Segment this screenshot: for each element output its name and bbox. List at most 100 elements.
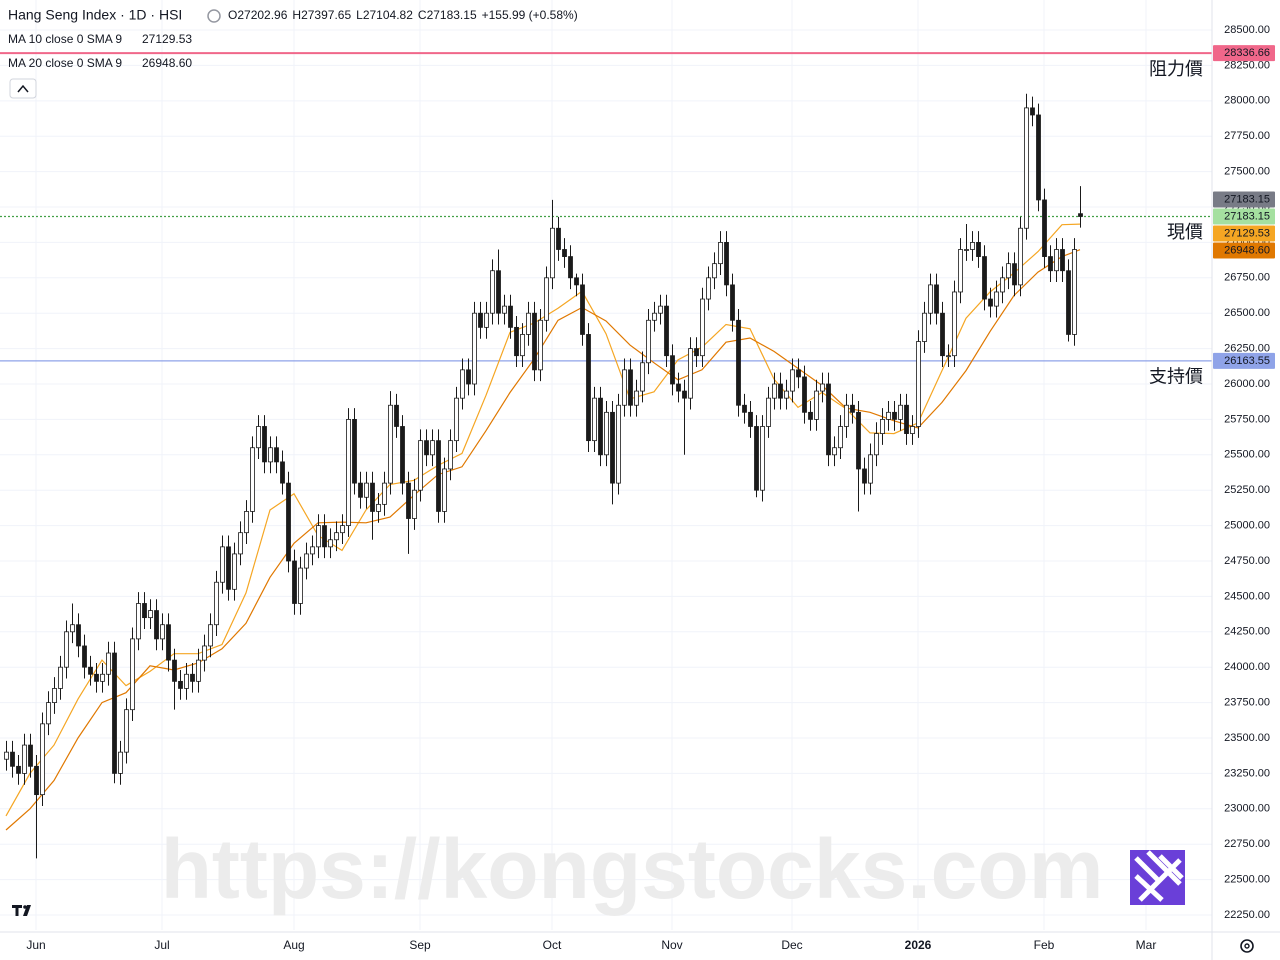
candle-body <box>940 312 945 357</box>
candle-body <box>826 383 831 456</box>
candle-body <box>1036 114 1041 201</box>
candle-body <box>1066 270 1071 335</box>
candle-body <box>196 659 201 682</box>
candle-body <box>46 702 51 725</box>
candle-body <box>340 525 345 534</box>
candle-body <box>808 411 813 420</box>
candle-body <box>1012 263 1017 286</box>
candle-body <box>958 249 963 293</box>
candle-body <box>358 482 363 498</box>
candle-body <box>100 673 105 682</box>
candle-body <box>250 447 255 512</box>
candle-body <box>724 242 729 286</box>
candle-body <box>910 426 915 434</box>
candle-body <box>286 482 291 562</box>
candle-body <box>466 369 471 385</box>
candle-body <box>22 744 27 774</box>
candle-body <box>952 291 957 357</box>
candle-body <box>298 567 303 604</box>
candle-body <box>1006 263 1011 279</box>
ohlc-prefix: L <box>356 8 363 22</box>
chart-title: Hang Seng Index · 1D · HSI <box>8 7 182 23</box>
change: +155.99 (+0.58%) <box>482 8 578 22</box>
candle-body <box>862 468 867 484</box>
y-tick-label: 22250.00 <box>1224 909 1270 921</box>
x-tick-label: Jun <box>26 938 45 952</box>
candle-body <box>868 454 873 484</box>
visibility-icon[interactable] <box>207 9 221 23</box>
candle-body <box>34 765 39 796</box>
candle-body <box>58 666 63 689</box>
ohlc-value: 27397.65 <box>301 8 351 22</box>
price-tag <box>1213 225 1275 242</box>
candle-body <box>1072 249 1077 335</box>
y-tick-label: 23500.00 <box>1224 732 1270 744</box>
logo <box>1130 850 1185 905</box>
y-tick-label: 24250.00 <box>1224 626 1270 638</box>
gear-ring <box>1240 939 1254 953</box>
candle-body <box>274 447 279 463</box>
candle-body <box>490 270 495 314</box>
x-tick-label: Feb <box>1034 938 1055 952</box>
candle-body <box>820 383 825 392</box>
price-tag <box>1213 191 1275 208</box>
candle-body <box>334 532 339 541</box>
ohlc-prefix: O <box>228 8 237 22</box>
legend-value: 27129.53 <box>142 32 192 46</box>
candle-body <box>172 659 177 682</box>
candle-body <box>82 645 87 668</box>
candle-body <box>844 404 849 427</box>
candle-body <box>304 553 309 569</box>
candle-body <box>670 355 675 385</box>
candle-body <box>64 631 69 668</box>
y-tick-label: 23000.00 <box>1224 803 1270 815</box>
y-tick-label: 26500.00 <box>1224 307 1270 319</box>
candle-body <box>202 645 207 661</box>
candle-body <box>874 433 879 456</box>
candle-body <box>1060 249 1065 272</box>
y-tick-label: 23250.00 <box>1224 767 1270 779</box>
candle-body <box>796 369 801 378</box>
y-tick-label: 25000.00 <box>1224 520 1270 532</box>
ohlc-readout: O27202.96 H27397.65 L27104.82 C27183.15 +155… <box>228 8 578 22</box>
candle-body <box>382 482 387 505</box>
collapse-button[interactable] <box>9 78 37 99</box>
candle-body <box>376 503 381 512</box>
level-label: 支持價 <box>1149 367 1203 387</box>
collapse-icon <box>17 84 29 93</box>
candle-body <box>610 411 615 484</box>
legend-name[interactable]: MA 10 close 0 SMA 9 <box>8 32 122 46</box>
candle-body <box>514 326 519 357</box>
y-tick-label: 28500.00 <box>1224 24 1270 36</box>
settings-icon[interactable] <box>1240 939 1254 953</box>
x-tick-label: Aug <box>283 938 304 952</box>
candle-body <box>184 673 189 689</box>
candle-body <box>352 419 357 484</box>
candle-body <box>688 348 693 399</box>
y-tick-label: 25250.00 <box>1224 484 1270 496</box>
candle-body <box>1024 107 1029 229</box>
legend-name[interactable]: MA 20 close 0 SMA 9 <box>8 56 122 70</box>
candle-body <box>118 751 123 774</box>
candle-body <box>322 525 327 548</box>
candle-body <box>742 404 747 413</box>
price-tag <box>1213 208 1275 225</box>
legend-value: 26948.60 <box>142 56 192 70</box>
price-tag <box>1213 242 1275 259</box>
candle-body <box>832 447 837 456</box>
candle-body <box>220 546 225 583</box>
price-tag <box>1213 45 1275 62</box>
y-tick-label: 28000.00 <box>1224 95 1270 107</box>
candle-body <box>232 553 237 590</box>
candle-body <box>622 369 627 406</box>
price-tag-label: 27183.15 <box>1224 210 1270 222</box>
candle-body <box>934 284 939 314</box>
candle-body <box>154 610 159 640</box>
candle-body <box>88 666 93 675</box>
candle-body <box>904 404 909 434</box>
candle-body <box>790 369 795 392</box>
candle-body <box>484 312 489 328</box>
candle-body <box>280 461 285 484</box>
level-label: 現價 <box>1167 222 1203 242</box>
